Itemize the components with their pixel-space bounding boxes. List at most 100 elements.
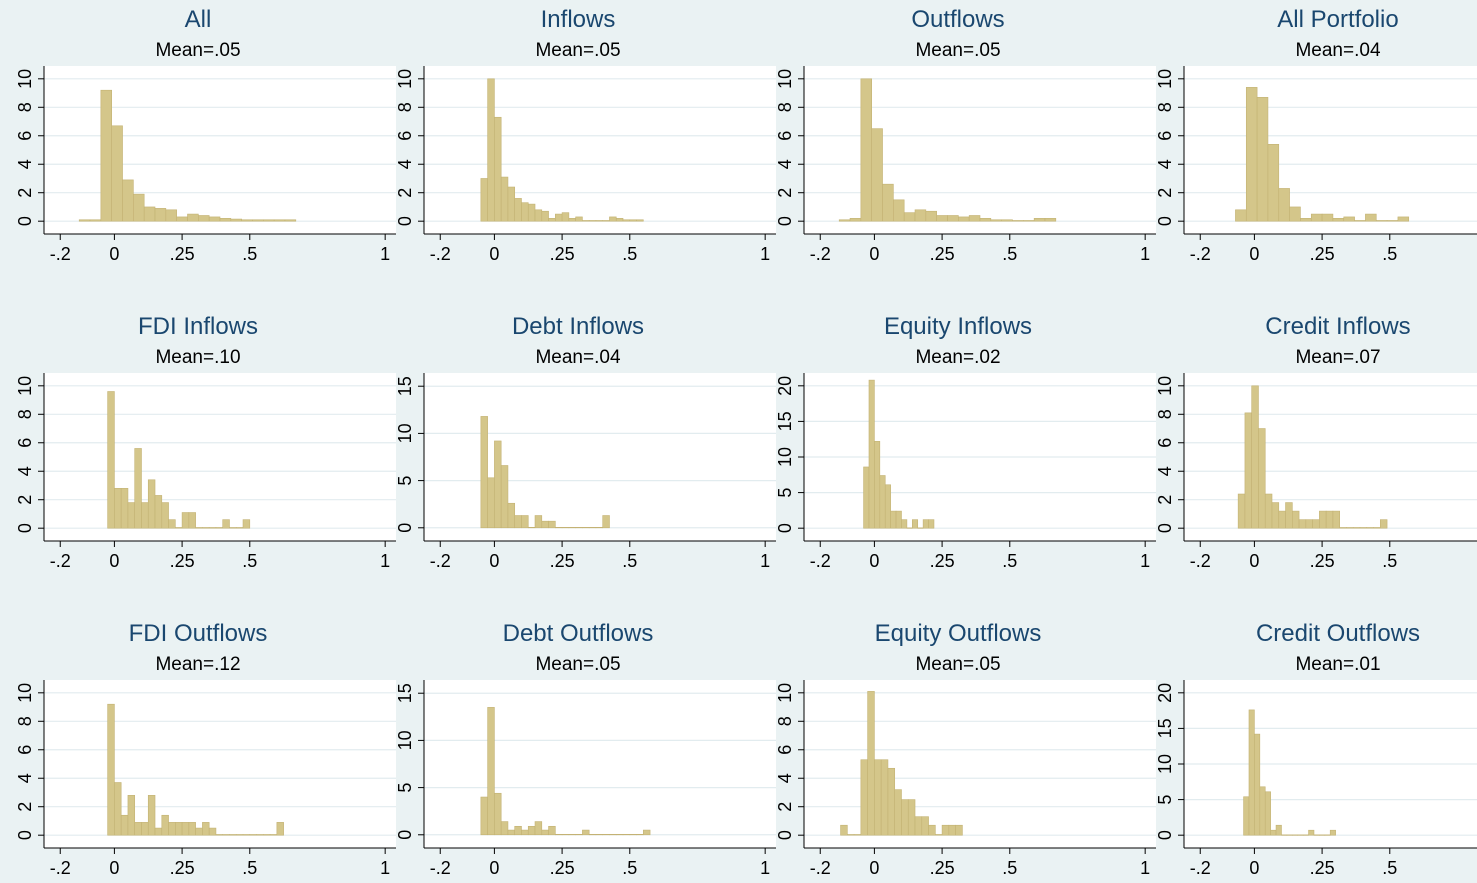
y-tick-label: 10	[1155, 754, 1175, 774]
panel-title: Inflows	[540, 6, 616, 33]
histogram-bar	[494, 116, 502, 222]
y-tick-label: 6	[775, 745, 795, 755]
histogram-bar	[521, 202, 529, 222]
histogram-bar	[1332, 510, 1340, 529]
histogram-bar	[1310, 213, 1323, 222]
histogram-bar	[1254, 733, 1261, 836]
histogram-bar	[860, 78, 872, 222]
histogram-bar	[541, 520, 549, 529]
y-tick-label: 15	[395, 376, 415, 396]
panel-title: Outflows	[911, 6, 1005, 33]
histogram-bar	[527, 527, 536, 529]
y-tick-label: 0	[395, 523, 415, 533]
panel-title: Credit Outflows	[1255, 620, 1421, 647]
histogram-bar	[1397, 216, 1410, 222]
y-tick-label: 4	[1155, 466, 1175, 476]
histogram-bar	[1278, 188, 1290, 222]
x-tick-label: -.2	[430, 244, 451, 264]
plot-area	[424, 680, 776, 848]
histogram-bar	[494, 440, 502, 529]
histogram-bar	[1012, 220, 1024, 222]
histogram-bar	[1365, 213, 1377, 222]
histogram-bar	[242, 834, 251, 836]
histogram-bar	[609, 834, 617, 836]
histogram-bar	[958, 216, 970, 222]
histogram-panel: Debt Inflows Mean=.04 0 5 10 15 -.2 0 .25 .5 1	[380, 307, 776, 597]
plot-area	[44, 66, 396, 234]
histogram-bar	[555, 213, 563, 222]
y-tick-label: 0	[15, 216, 35, 226]
y-tick-label: 2	[395, 188, 415, 198]
plot-area	[424, 66, 776, 234]
y-tick-label: 8	[15, 102, 35, 112]
x-tick-label: -.2	[1190, 551, 1211, 571]
histogram-panel: Credit Outflows Mean=.01 0 5 10 15 20 -.2 0 .25 .5…	[1140, 614, 1477, 883]
x-tick-label: 0	[1249, 858, 1259, 878]
y-tick-label: 10	[775, 447, 795, 467]
histogram-bar	[575, 527, 583, 529]
histogram-bar	[595, 220, 604, 222]
histogram-bar	[874, 441, 881, 529]
panel-title: All	[184, 6, 212, 33]
histogram-bar	[187, 213, 199, 222]
histogram-bar	[629, 834, 637, 836]
x-tick-label: -.2	[430, 551, 451, 571]
histogram-bar	[863, 466, 870, 529]
histogram-bar	[134, 822, 142, 836]
histogram-bar	[133, 193, 145, 222]
y-tick-label: 10	[1155, 376, 1175, 396]
histogram-bar	[1258, 428, 1266, 529]
panel-title: FDI Outflows	[128, 620, 268, 647]
histogram-bar	[901, 519, 908, 529]
histogram-bar	[1325, 510, 1334, 529]
x-tick-label: .5	[242, 858, 257, 878]
y-tick-label: 0	[15, 830, 35, 840]
histogram-bar	[622, 834, 631, 836]
panel-title: Debt Outflows	[502, 620, 654, 647]
y-tick-label: 0	[395, 216, 415, 226]
histogram-bar	[208, 827, 217, 836]
y-tick-label: 6	[395, 131, 415, 141]
y-tick-label: 15	[395, 683, 415, 703]
x-tick-label: -.2	[430, 858, 451, 878]
histogram-bar	[643, 829, 651, 836]
histogram-bar	[882, 183, 894, 222]
y-tick-label: 10	[395, 730, 415, 750]
panel-subtitle: Mean=.07	[1295, 347, 1381, 368]
panel-title: FDI Inflows	[137, 313, 259, 340]
histogram-bar	[588, 220, 597, 222]
histogram-bar	[602, 834, 610, 836]
histogram-bar	[122, 179, 134, 222]
panel-subtitle: Mean=.02	[915, 347, 1001, 368]
histogram-bar	[955, 824, 963, 836]
y-tick-label: 6	[1155, 131, 1175, 141]
histogram-bar	[867, 691, 875, 836]
histogram-bar	[1312, 519, 1320, 529]
histogram-bar	[147, 795, 156, 836]
histogram-bar	[229, 527, 237, 529]
histogram-bar	[1259, 786, 1266, 836]
histogram-bar	[89, 219, 102, 222]
histogram-bar	[880, 759, 889, 836]
panel-subtitle: Mean=.01	[1295, 654, 1381, 675]
histogram-bar	[107, 703, 115, 836]
histogram-bar	[1244, 412, 1252, 529]
y-tick-label: 8	[775, 102, 795, 112]
histogram-bar	[252, 219, 264, 222]
histogram-bar	[1305, 519, 1313, 529]
histogram-bar	[615, 834, 624, 836]
histogram-bar	[879, 475, 886, 529]
histogram-bar	[1373, 527, 1381, 529]
histogram-bar	[175, 822, 183, 836]
y-tick-label: 10	[395, 69, 415, 89]
histogram-bar	[480, 178, 488, 222]
y-tick-label: 10	[15, 376, 35, 396]
y-tick-label: 10	[775, 683, 795, 703]
histogram-bar	[202, 822, 210, 836]
histogram-bar	[588, 527, 597, 529]
histogram-bar	[521, 515, 529, 529]
x-tick-label: 0	[869, 244, 879, 264]
